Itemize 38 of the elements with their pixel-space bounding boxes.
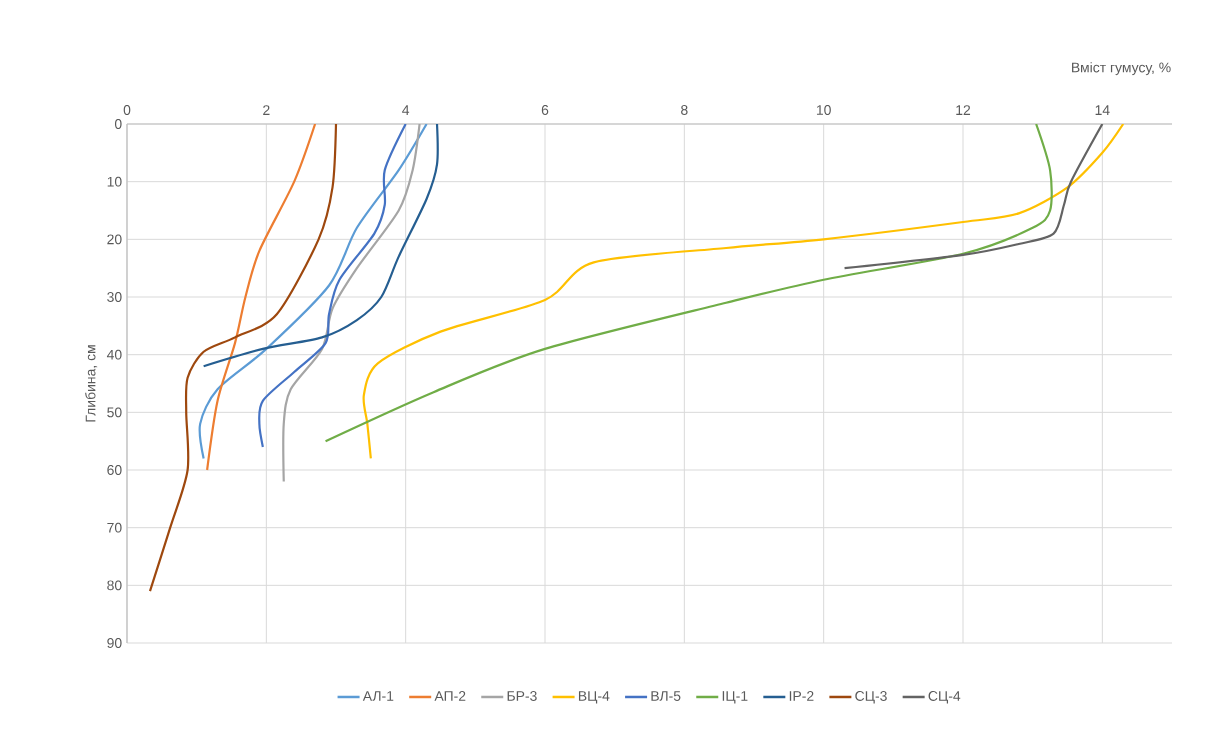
x-tick-label: 0 <box>123 105 131 115</box>
y-tick-label: 30 <box>107 292 122 302</box>
y-tick-label: 0 <box>114 119 122 129</box>
x-tick-label: 2 <box>263 105 270 115</box>
legend-label: ІР-2 <box>789 691 814 701</box>
legend-label: АП-2 <box>434 691 466 701</box>
line-series <box>324 124 1053 443</box>
legend-label: СЦ-4 <box>928 691 961 704</box>
x-tick-label: 6 <box>541 105 549 115</box>
legend-label: АЛ-1 <box>362 691 394 701</box>
x-tick-label: 8 <box>681 105 688 115</box>
x-tick-label: 12 <box>956 105 971 115</box>
y-tick-label: 50 <box>107 407 122 418</box>
y-axis-title: Глибина, см <box>85 345 98 422</box>
y-tick-label: 10 <box>107 176 122 187</box>
y-tick-label: 70 <box>107 522 122 533</box>
legend-label: ВЛ-5 <box>651 691 681 701</box>
line-series <box>148 124 338 593</box>
x-tick-label: 14 <box>1095 105 1110 115</box>
line-series <box>843 124 1104 270</box>
line-series <box>282 124 421 483</box>
line-series <box>206 124 317 472</box>
x-tick-label: 4 <box>402 105 410 115</box>
legend-label: БР-3 <box>507 691 537 701</box>
line-series <box>258 124 407 449</box>
line-series <box>362 124 1125 460</box>
y-tick-label: 90 <box>107 638 122 648</box>
legend-label: ВЦ-4 <box>578 691 610 704</box>
y-tick-label: 20 <box>107 234 122 245</box>
x-tick-label: 10 <box>816 105 831 115</box>
line-series <box>202 124 439 368</box>
line-series <box>198 124 428 460</box>
legend-label: СЦ-3 <box>855 691 887 704</box>
y-tick-label: 80 <box>107 580 122 591</box>
y-tick-label: 60 <box>107 465 122 475</box>
legend-label: ІЦ-1 <box>722 691 748 704</box>
y-tick-label: 40 <box>106 349 122 360</box>
x-axis-title: Вміст гумусу, % <box>1072 62 1171 76</box>
